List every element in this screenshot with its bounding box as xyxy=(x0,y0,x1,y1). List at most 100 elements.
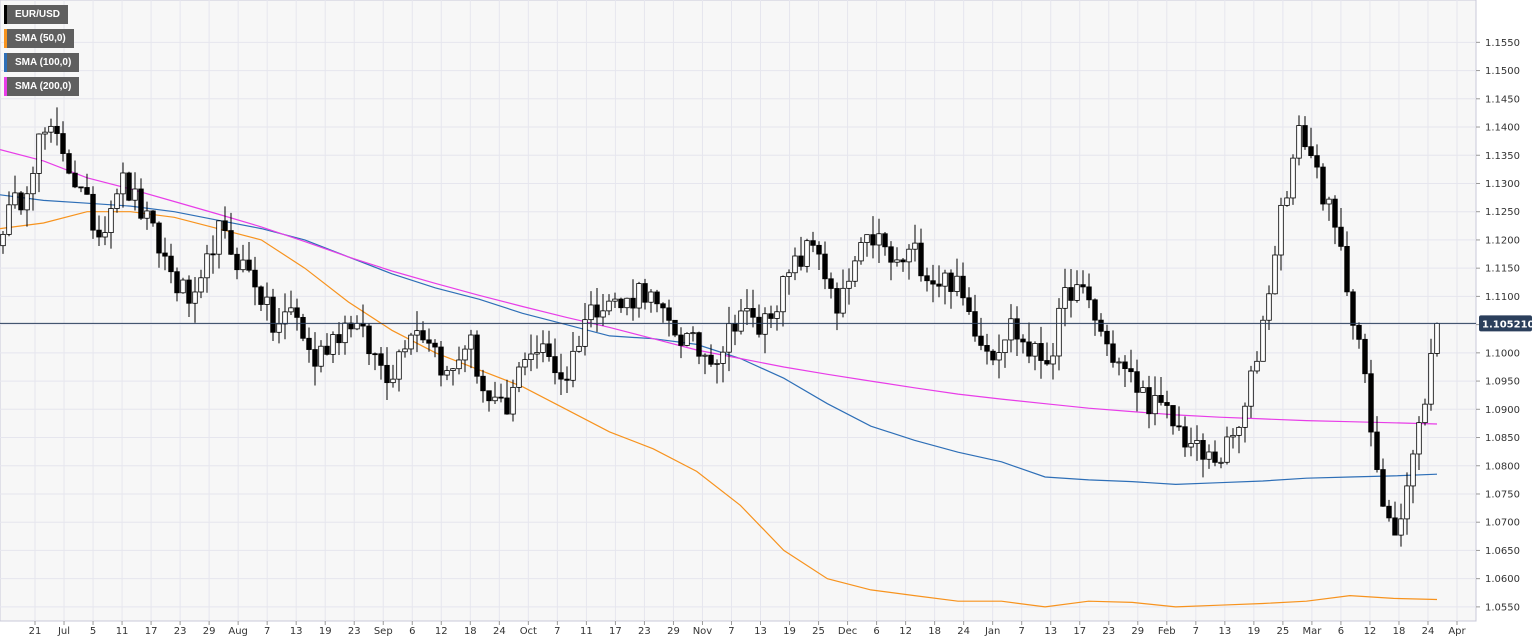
candle-bullish xyxy=(264,296,270,305)
candle-bearish xyxy=(186,279,192,304)
candle-bearish xyxy=(900,259,906,263)
candle-bearish xyxy=(306,337,312,350)
legend-item-sma-200[interactable]: SMA (200,0) xyxy=(4,77,80,96)
legend-item-sma-50[interactable]: SMA (50,0) xyxy=(4,29,74,48)
candle-bearish xyxy=(672,319,678,336)
x-tick-label: 17 xyxy=(609,626,622,637)
candle-bearish xyxy=(1212,451,1218,463)
candle-bearish xyxy=(1350,291,1356,326)
candle-bullish xyxy=(402,348,408,353)
candle-bullish xyxy=(108,208,114,233)
candle-bearish xyxy=(324,345,330,355)
legend-swatch-sma-50 xyxy=(4,29,7,48)
candle-bullish xyxy=(624,297,630,309)
x-tick-label: 19 xyxy=(1247,626,1260,637)
x-tick-label: 6 xyxy=(409,626,415,637)
y-tick-label: 1.1200 xyxy=(1485,235,1520,246)
sma-lines xyxy=(0,149,1438,608)
x-tick-label: 6 xyxy=(1338,626,1344,637)
candle-bullish xyxy=(1056,307,1062,357)
candle-bullish xyxy=(840,287,846,314)
x-tick-label: 5 xyxy=(90,626,96,637)
legend-swatch-sma-100 xyxy=(4,53,7,72)
x-tick-label: 18 xyxy=(1393,626,1406,637)
candle-bullish xyxy=(0,233,6,247)
plot-background xyxy=(0,0,1477,622)
x-tick-label: 6 xyxy=(873,626,879,637)
legend-item-sma-100[interactable]: SMA (100,0) xyxy=(4,53,80,72)
x-axis: 21 Jul 5 11 17 23 29 Aug 7 13 19 23 Sep 6 12 18 24 Oct 7 11… xyxy=(29,621,1467,637)
legend-label-sma-100: SMA (100,0) xyxy=(15,57,72,68)
candle-bullish xyxy=(30,172,36,195)
candle-bearish xyxy=(294,307,300,318)
candle-bearish xyxy=(1038,343,1044,361)
candle-bearish xyxy=(228,230,234,255)
legend-label-sma-50: SMA (50,0) xyxy=(15,33,66,44)
candle-bullish xyxy=(792,255,798,274)
x-tick-label: 7 xyxy=(1019,626,1025,637)
candle-bullish xyxy=(396,351,402,380)
grid-lines xyxy=(0,0,1476,621)
candle-bullish xyxy=(1194,440,1200,444)
candle-bearish xyxy=(90,193,96,231)
candle-bullish xyxy=(1428,353,1434,405)
candle-bullish xyxy=(240,259,246,271)
candle-bearish xyxy=(1044,360,1050,365)
candle-bearish xyxy=(564,378,570,381)
candle-bearish xyxy=(174,271,180,294)
candle-bullish xyxy=(414,330,420,336)
candle-bullish xyxy=(780,276,786,313)
candle-bullish xyxy=(1278,204,1284,256)
candle-bullish xyxy=(450,368,456,371)
candle-bullish xyxy=(804,240,810,267)
candle-bullish xyxy=(786,272,792,277)
candle-bearish xyxy=(1338,226,1344,247)
candle-bearish xyxy=(984,345,990,352)
candle-bearish xyxy=(936,283,942,287)
candle-bearish xyxy=(798,255,804,267)
legend-item-eurusd[interactable]: EUR/USD xyxy=(4,5,69,24)
candle-bearish xyxy=(138,188,144,219)
candle-bearish xyxy=(504,397,510,415)
legend-label-sma-200: SMA (200,0) xyxy=(15,81,72,92)
candle-bullish xyxy=(1404,485,1410,520)
candle-bullish xyxy=(690,332,696,335)
candle-bearish xyxy=(156,222,162,254)
x-tick-label: Apr xyxy=(1448,626,1466,637)
candle-bullish xyxy=(720,351,726,364)
candle-bearish xyxy=(1092,299,1098,321)
candle-bullish xyxy=(468,334,474,350)
x-tick-label: 23 xyxy=(348,626,361,637)
candle-bearish xyxy=(66,153,72,174)
candle-bullish xyxy=(282,311,288,325)
candle-bearish xyxy=(594,304,600,318)
candle-bearish xyxy=(384,364,390,384)
candle-bullish xyxy=(1416,422,1422,455)
candle-bullish xyxy=(216,220,222,255)
candle-bullish xyxy=(1008,318,1014,341)
y-tick-label: 1.0700 xyxy=(1485,518,1520,529)
candle-bearish xyxy=(1182,426,1188,448)
candle-bearish xyxy=(150,210,156,224)
candle-bearish xyxy=(162,252,168,257)
candle-bearish xyxy=(732,323,738,332)
candle-bearish xyxy=(552,356,558,374)
candle-bullish xyxy=(1260,319,1266,362)
candle-bullish xyxy=(1326,198,1332,205)
x-tick-label: 12 xyxy=(435,626,448,637)
candle-bullish xyxy=(24,193,30,211)
candle-bearish xyxy=(1026,341,1032,357)
y-tick-label: 1.0550 xyxy=(1485,602,1520,613)
candle-bearish xyxy=(1164,402,1170,406)
candle-bearish xyxy=(1356,324,1362,340)
candle-bullish xyxy=(600,310,606,318)
y-tick-label: 1.1150 xyxy=(1485,264,1520,275)
candle-bullish xyxy=(606,300,612,312)
candle-bullish xyxy=(1296,125,1302,159)
candle-bearish xyxy=(756,316,762,335)
candle-bearish xyxy=(312,349,318,367)
candle-bearish xyxy=(924,275,930,282)
candle-bullish xyxy=(912,242,918,250)
candle-bullish xyxy=(516,366,522,388)
candle-bullish xyxy=(318,345,324,367)
